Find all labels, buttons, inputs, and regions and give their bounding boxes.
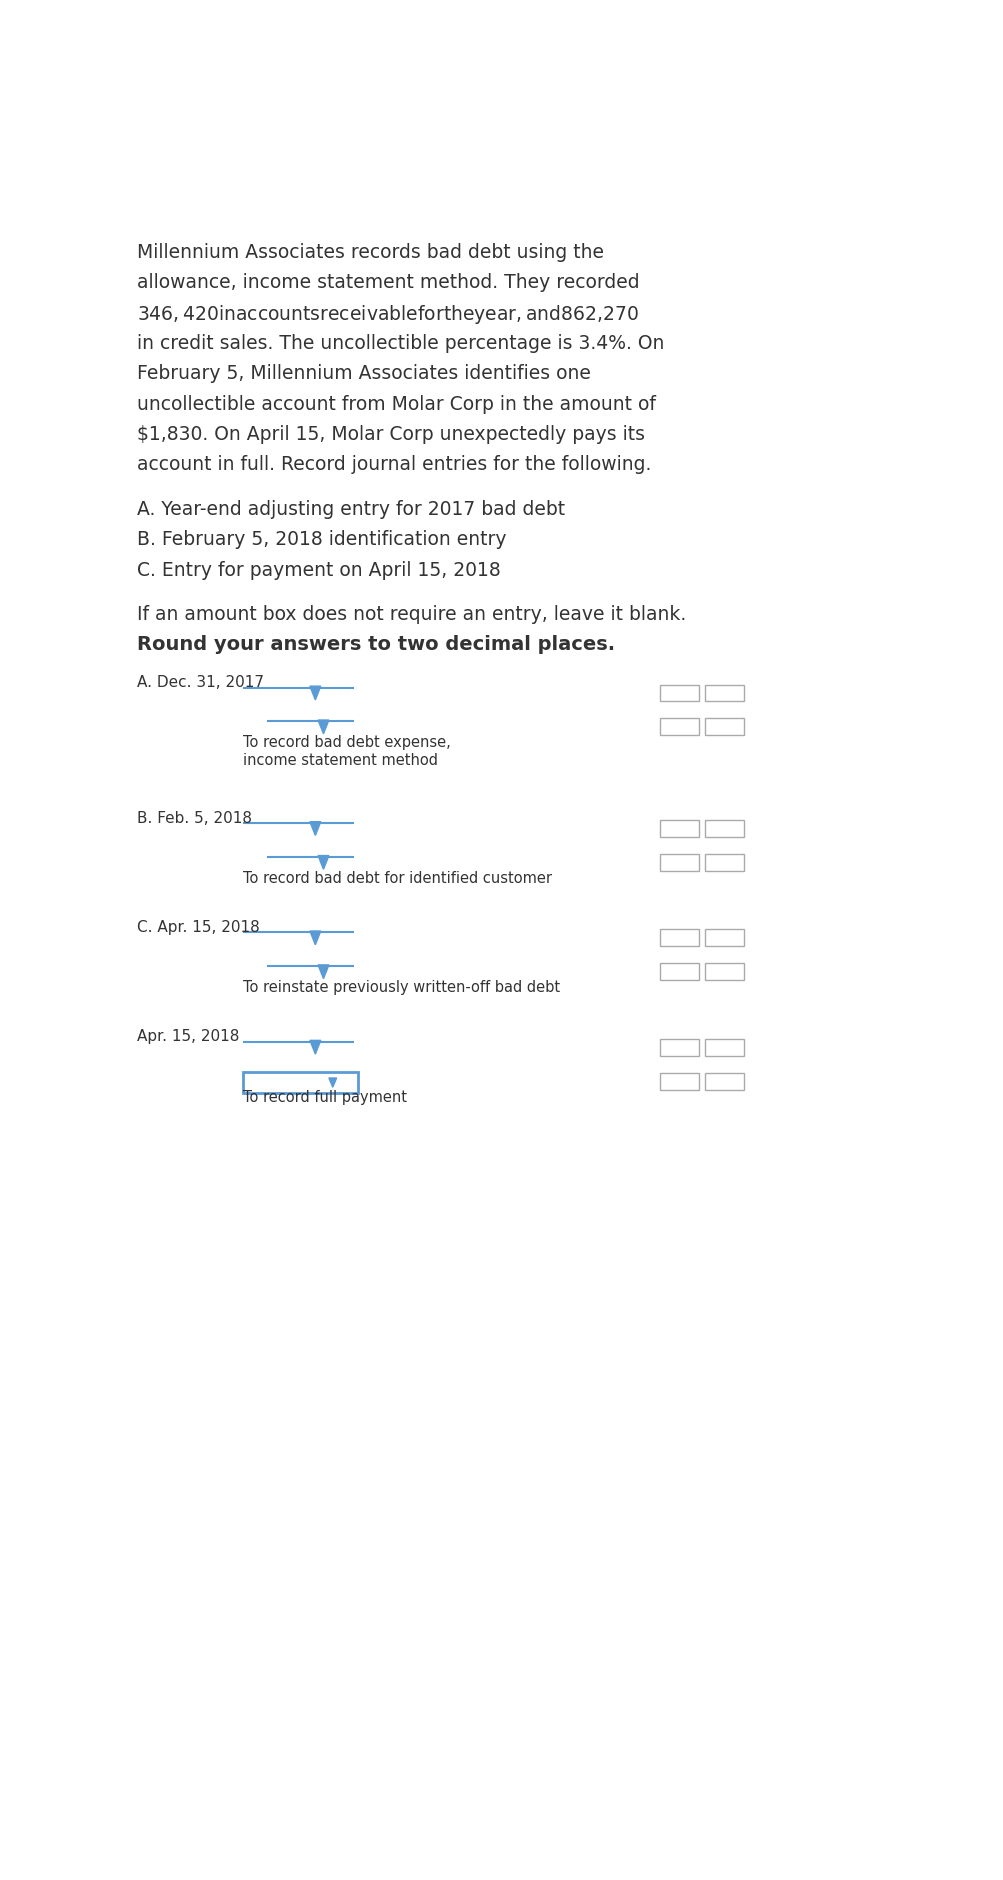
Text: Apr. 15, 2018: Apr. 15, 2018: [137, 1030, 240, 1045]
Polygon shape: [318, 964, 329, 979]
FancyBboxPatch shape: [660, 1040, 698, 1057]
Text: To record bad debt expense,
income statement method: To record bad debt expense, income state…: [243, 735, 450, 767]
Text: To reinstate previously written-off bad debt: To reinstate previously written-off bad …: [243, 979, 560, 995]
FancyBboxPatch shape: [660, 854, 698, 870]
Text: uncollectible account from Molar Corp in the amount of: uncollectible account from Molar Corp in…: [137, 395, 655, 414]
FancyBboxPatch shape: [704, 1040, 743, 1057]
FancyBboxPatch shape: [704, 929, 743, 946]
FancyBboxPatch shape: [660, 820, 698, 837]
Text: $1,830. On April 15, Molar Corp unexpectedly pays its: $1,830. On April 15, Molar Corp unexpect…: [137, 425, 645, 444]
FancyBboxPatch shape: [704, 1073, 743, 1090]
Text: If an amount box does not require an entry, leave it blank.: If an amount box does not require an ent…: [137, 605, 686, 624]
FancyBboxPatch shape: [660, 718, 698, 735]
Polygon shape: [310, 931, 320, 946]
Text: B. February 5, 2018 identification entry: B. February 5, 2018 identification entry: [137, 530, 507, 549]
Text: C. Apr. 15, 2018: C. Apr. 15, 2018: [137, 919, 260, 934]
FancyBboxPatch shape: [243, 1072, 358, 1094]
Text: C. Entry for payment on April 15, 2018: C. Entry for payment on April 15, 2018: [137, 560, 500, 579]
Text: $346,420 in accounts receivable for the year, and $862,270: $346,420 in accounts receivable for the …: [137, 303, 638, 327]
Polygon shape: [318, 720, 329, 733]
FancyBboxPatch shape: [660, 963, 698, 979]
FancyBboxPatch shape: [704, 718, 743, 735]
FancyBboxPatch shape: [704, 963, 743, 979]
Text: B. Feb. 5, 2018: B. Feb. 5, 2018: [137, 810, 252, 825]
FancyBboxPatch shape: [704, 684, 743, 701]
Text: Round your answers to two decimal places.: Round your answers to two decimal places…: [137, 635, 615, 654]
Text: A. Dec. 31, 2017: A. Dec. 31, 2017: [137, 675, 264, 690]
Polygon shape: [329, 1077, 336, 1087]
Text: February 5, Millennium Associates identifies one: February 5, Millennium Associates identi…: [137, 365, 591, 384]
FancyBboxPatch shape: [660, 929, 698, 946]
Text: Millennium Associates records bad debt using the: Millennium Associates records bad debt u…: [137, 243, 604, 261]
Polygon shape: [318, 855, 329, 869]
Text: in credit sales. The uncollectible percentage is 3.4%. On: in credit sales. The uncollectible perce…: [137, 335, 664, 353]
Text: To record full payment: To record full payment: [243, 1090, 407, 1105]
FancyBboxPatch shape: [660, 684, 698, 701]
Text: allowance, income statement method. They recorded: allowance, income statement method. They…: [137, 273, 639, 291]
FancyBboxPatch shape: [704, 820, 743, 837]
Polygon shape: [310, 1040, 320, 1055]
Polygon shape: [310, 822, 320, 835]
Text: A. Year-end adjusting entry for 2017 bad debt: A. Year-end adjusting entry for 2017 bad…: [137, 500, 565, 519]
FancyBboxPatch shape: [660, 1073, 698, 1090]
Polygon shape: [310, 686, 320, 699]
Text: To record bad debt for identified customer: To record bad debt for identified custom…: [243, 870, 552, 885]
Text: account in full. Record journal entries for the following.: account in full. Record journal entries …: [137, 455, 651, 474]
FancyBboxPatch shape: [704, 854, 743, 870]
